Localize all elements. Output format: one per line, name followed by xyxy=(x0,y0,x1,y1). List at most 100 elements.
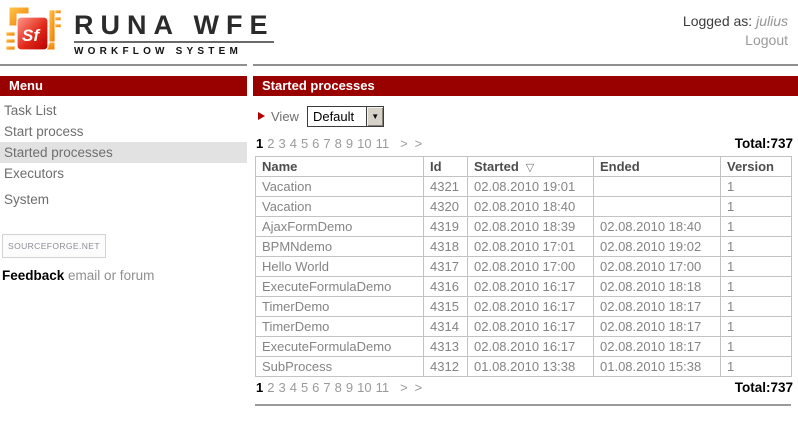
column-header-started[interactable]: Started ▽ xyxy=(467,156,594,177)
sidebar-item-started-processes[interactable]: Started processes xyxy=(0,142,247,163)
cell-id: 4320 xyxy=(423,196,468,217)
cell-ended: 02.08.2010 19:02 xyxy=(593,236,721,257)
table-row: TimerDemo 4315 02.08.2010 16:17 02.08.2010 … xyxy=(255,296,792,317)
page-link-7[interactable]: 7 xyxy=(323,380,331,395)
cell-version: 1 xyxy=(720,336,792,357)
cell-started: 01.08.2010 13:38 xyxy=(467,356,594,377)
page-link-8[interactable]: 8 xyxy=(334,136,342,151)
cell-version: 1 xyxy=(720,196,792,217)
select-dropdown-arrow-icon[interactable]: ▼ xyxy=(366,106,384,126)
cell-ended xyxy=(593,196,721,217)
page-next-link[interactable]: > xyxy=(400,380,408,395)
logout-link[interactable]: Logout xyxy=(745,32,788,48)
cell-version: 1 xyxy=(720,236,792,257)
page-link-1[interactable]: 1 xyxy=(256,380,264,395)
cell-name[interactable]: AjaxFormDemo xyxy=(255,216,424,237)
cell-id: 4312 xyxy=(423,356,468,377)
sidebar-menu-header: Menu xyxy=(0,76,247,96)
page-link-5[interactable]: 5 xyxy=(300,380,309,395)
page-last-link[interactable]: > xyxy=(414,380,423,395)
cell-ended: 02.08.2010 17:00 xyxy=(593,256,721,277)
page-link-5[interactable]: 5 xyxy=(300,136,309,151)
table-row: TimerDemo 4314 02.08.2010 16:17 02.08.2010 … xyxy=(255,316,792,337)
sidebar-item-executors[interactable]: Executors xyxy=(4,166,65,181)
page-link-6[interactable]: 6 xyxy=(312,136,320,151)
sidebar-item-start-process[interactable]: Start process xyxy=(4,124,84,139)
page-link-6[interactable]: 6 xyxy=(312,380,320,395)
feedback-links[interactable]: email or forum xyxy=(68,268,155,283)
cell-name[interactable]: ExecuteFormulaDemo xyxy=(255,276,424,297)
cell-ended: 01.08.2010 15:38 xyxy=(593,356,721,377)
cell-name[interactable]: ExecuteFormulaDemo xyxy=(255,336,424,357)
cell-version: 1 xyxy=(720,176,792,197)
page-link-8[interactable]: 8 xyxy=(334,380,342,395)
cell-id: 4318 xyxy=(423,236,468,257)
cell-name[interactable]: Hello World xyxy=(255,256,424,277)
table-row: Vacation 4321 02.08.2010 19:01 1 xyxy=(255,176,792,197)
page-link-7[interactable]: 7 xyxy=(323,136,331,151)
cell-name[interactable]: TimerDemo xyxy=(255,296,424,317)
pagination: 1 2 3 4 5 6 7 8 9 10 11 > > Total:737 xyxy=(253,380,798,397)
cell-version: 1 xyxy=(720,356,792,377)
page-last-link[interactable]: > xyxy=(414,136,423,151)
cell-name[interactable]: Vacation xyxy=(255,196,424,217)
page-link-11[interactable]: 11 xyxy=(375,380,390,395)
page-link-2[interactable]: 2 xyxy=(267,136,275,151)
column-header-name[interactable]: Name xyxy=(255,156,424,177)
page-link-3[interactable]: 3 xyxy=(278,136,286,151)
table-header-row: Name Id Started ▽ Ended Version xyxy=(255,156,792,177)
page-link-10[interactable]: 10 xyxy=(357,136,372,151)
page-link-2[interactable]: 2 xyxy=(267,380,275,395)
table-row: Hello World 4317 02.08.2010 17:00 02.08.201… xyxy=(255,256,792,277)
sidebar: Menu Task List Start process Started proce… xyxy=(0,66,247,283)
page-link-4[interactable]: 4 xyxy=(289,136,297,151)
cell-version: 1 xyxy=(720,216,792,237)
cell-ended: 02.08.2010 18:17 xyxy=(593,296,721,317)
collapse-triangle-icon[interactable] xyxy=(258,112,265,120)
cell-ended xyxy=(593,176,721,197)
cell-name[interactable]: SubProcess xyxy=(255,356,424,377)
page-link-1[interactable]: 1 xyxy=(256,136,264,151)
cell-ended: 02.08.2010 18:17 xyxy=(593,316,721,337)
started-processes-table: Name Id Started ▽ Ended Version Vacation 4321 0… xyxy=(255,156,792,377)
cell-ended: 02.08.2010 18:17 xyxy=(593,336,721,357)
view-select[interactable]: Default ▼ xyxy=(306,105,385,127)
cell-name[interactable]: TimerDemo xyxy=(255,316,424,337)
top-header: Sf RUNA WFE WORKFLOW SYSTEM Logged as: j… xyxy=(0,0,798,64)
logged-as-line: Logged as: julius xyxy=(683,12,788,31)
sourceforge-badge[interactable]: SOURCEFORGE.NET xyxy=(2,234,106,258)
column-header-id[interactable]: Id xyxy=(423,156,468,177)
column-header-version[interactable]: Version xyxy=(720,156,792,177)
sidebar-item-system[interactable]: System xyxy=(4,192,50,207)
login-area: Logged as: julius Logout xyxy=(683,0,798,50)
pagination-pages: 1 2 3 4 5 6 7 8 9 10 11 > > xyxy=(256,136,422,151)
column-header-ended[interactable]: Ended xyxy=(593,156,721,177)
page-link-4[interactable]: 4 xyxy=(289,380,297,395)
page-link-9[interactable]: 9 xyxy=(345,380,354,395)
page-link-10[interactable]: 10 xyxy=(357,380,372,395)
sidebar-menu: Task List Start process Started processes E… xyxy=(0,100,247,210)
cell-version: 1 xyxy=(720,276,792,297)
table-row: SubProcess 4312 01.08.2010 13:38 01.08.2010… xyxy=(255,356,792,377)
feedback-label: Feedback xyxy=(2,268,65,283)
page-next-link[interactable]: > xyxy=(400,136,408,151)
table-body: Vacation 4321 02.08.2010 19:01 1 Vacation 432… xyxy=(255,176,792,377)
view-label[interactable]: View xyxy=(271,108,299,124)
cell-name[interactable]: Vacation xyxy=(255,176,424,197)
logged-as-label: Logged as: xyxy=(682,13,753,29)
cell-id: 4319 xyxy=(423,216,468,237)
cell-id: 4321 xyxy=(423,176,468,197)
pagination: 1 2 3 4 5 6 7 8 9 10 11 > > Total:737 xyxy=(253,136,798,153)
page-link-9[interactable]: 9 xyxy=(345,136,354,151)
cell-version: 1 xyxy=(720,316,792,337)
sidebar-item-task-list[interactable]: Task List xyxy=(4,103,57,118)
brand-subtitle: WORKFLOW SYSTEM xyxy=(74,41,275,57)
page-link-3[interactable]: 3 xyxy=(278,380,286,395)
page-link-11[interactable]: 11 xyxy=(375,136,390,151)
pagination-total: Total:737 xyxy=(734,136,793,151)
svg-text:Sf: Sf xyxy=(22,26,41,45)
table-row: AjaxFormDemo 4319 02.08.2010 18:39 02.08.20… xyxy=(255,216,792,237)
cell-name[interactable]: BPMNdemo xyxy=(255,236,424,257)
